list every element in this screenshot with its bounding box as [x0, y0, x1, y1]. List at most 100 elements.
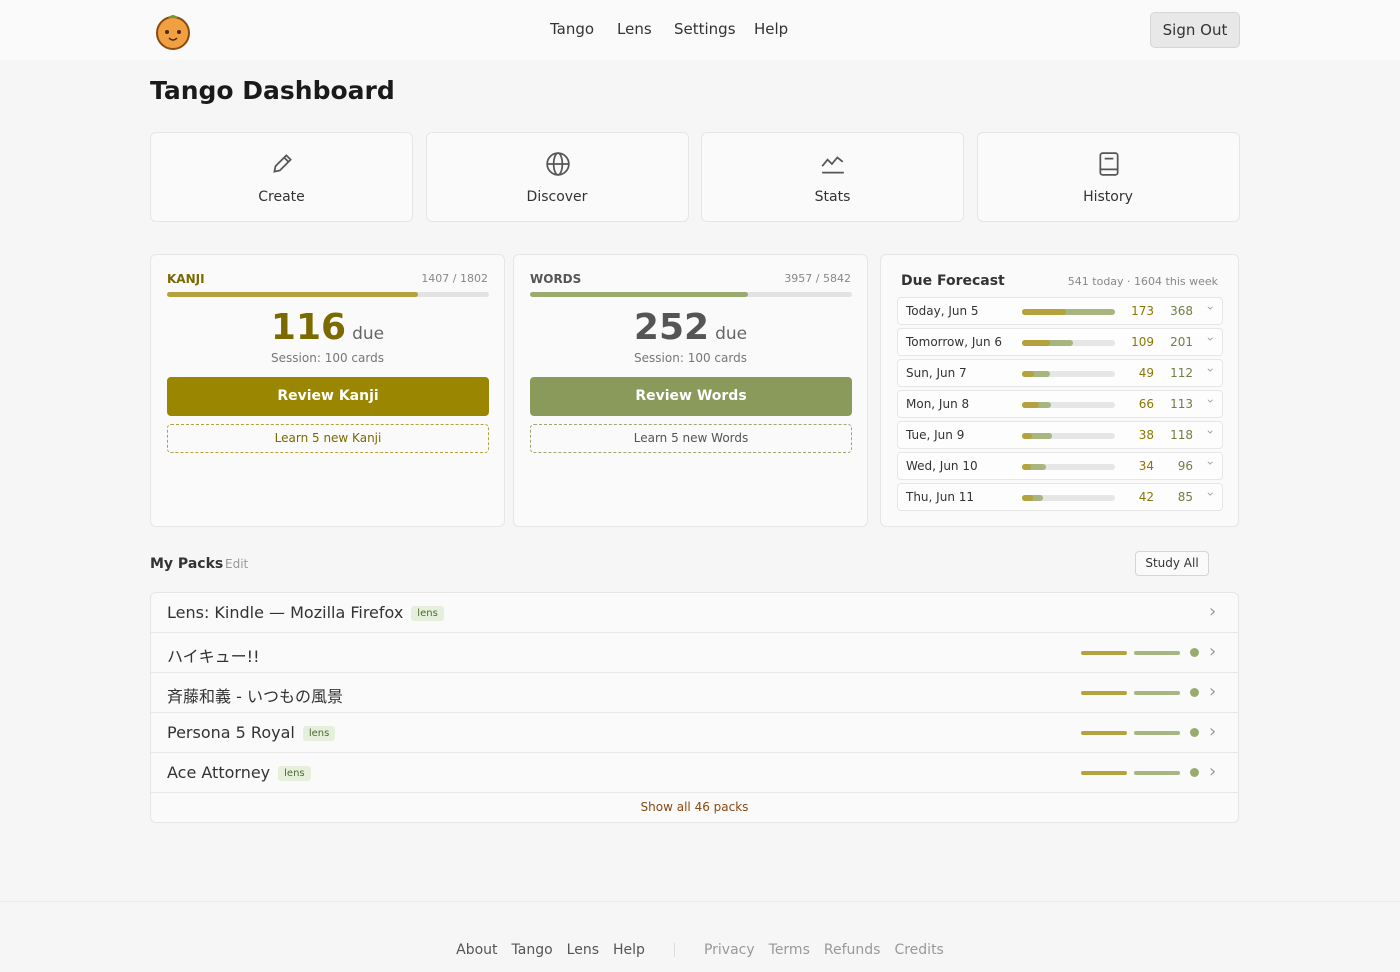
chevron: › — [1203, 460, 1218, 466]
forecast-row[interactable]: Thu, Jun 11 42 85 › — [897, 483, 1223, 511]
forecast-row[interactable]: Sun, Jun 7 49 112 › — [897, 359, 1223, 387]
packs-title: My Packs — [150, 556, 224, 572]
pack-name: Ace Attorney — [167, 763, 271, 782]
chevron: › — [1209, 761, 1217, 782]
footer-legal[interactable]: Refunds — [823, 942, 881, 958]
action-icon — [545, 152, 570, 176]
forecast-track — [1022, 433, 1115, 439]
pack-name: Lens: Kindle — Mozilla Firefox — [167, 603, 404, 622]
review-button[interactable]: Review Words — [530, 377, 852, 416]
nav-link[interactable]: Settings — [674, 20, 736, 38]
forecast-total: 112 — [1170, 366, 1193, 380]
forecast-title: Due Forecast — [901, 273, 1005, 289]
sign-out-button[interactable]: Sign Out — [1150, 12, 1240, 48]
due-label: due — [352, 324, 385, 344]
pack-row[interactable]: Ace Attorney lens › — [151, 753, 1238, 793]
session-size: Session: 100 cards — [634, 351, 747, 365]
pack-name: ハイキュー!! — [167, 647, 260, 666]
chevron: › — [1209, 721, 1217, 742]
pack-bar — [1134, 651, 1180, 655]
pack-name-wrap: 斉藤和義 - いつもの風景 — [167, 683, 343, 707]
forecast-row[interactable]: Today, Jun 5 173 368 › — [897, 297, 1223, 325]
forecast-total: 118 — [1170, 428, 1193, 442]
chevron: › — [1209, 601, 1217, 622]
footer-legal[interactable]: Privacy — [703, 942, 755, 958]
pack-dot — [1190, 688, 1199, 697]
forecast-due: 34 — [1138, 459, 1154, 473]
forecast-day: Tomorrow, Jun 6 — [906, 335, 1003, 349]
footer-legal[interactable]: Credits — [894, 942, 944, 958]
action-card[interactable]: History — [976, 132, 1240, 222]
study-all-button[interactable]: Study All — [1135, 551, 1209, 576]
deck-progress: 1407 / 1802 — [421, 272, 488, 285]
pack-row[interactable]: Lens: Kindle — Mozilla Firefox lens › — [151, 593, 1238, 633]
forecast-row[interactable]: Tomorrow, Jun 6 109 201 › — [897, 328, 1223, 356]
forecast-row[interactable]: Mon, Jun 8 66 113 › — [897, 390, 1223, 418]
learn-button[interactable]: Learn 5 new Words — [530, 424, 852, 453]
pack-bar — [1134, 771, 1180, 775]
review-button[interactable]: Review Kanji — [167, 377, 489, 416]
due-count: 252 — [633, 307, 710, 348]
forecast-row[interactable]: Tue, Jun 9 38 118 › — [897, 421, 1223, 449]
footer-link[interactable]: Help — [613, 942, 645, 958]
chevron: › — [1203, 398, 1218, 404]
logo[interactable] — [154, 10, 194, 50]
footer-link[interactable]: About — [456, 942, 498, 958]
action-label: Discover — [526, 189, 588, 205]
pack-tag: lens — [278, 766, 311, 781]
pack-name-wrap: Persona 5 Royal lens — [167, 723, 336, 742]
chevron: › — [1203, 429, 1218, 435]
forecast-total-bar — [1022, 309, 1115, 315]
pack-bar — [1081, 731, 1127, 735]
forecast-due-bar — [1022, 340, 1050, 346]
forecast-total-bar — [1022, 495, 1044, 501]
pack-tag: lens — [302, 726, 336, 741]
forecast-due-bar — [1022, 495, 1033, 501]
learn-button[interactable]: Learn 5 new Kanji — [167, 424, 489, 453]
forecast-day: Wed, Jun 10 — [906, 459, 978, 473]
progress-fill — [167, 292, 419, 297]
action-card[interactable]: Discover — [425, 132, 689, 222]
footer-link[interactable]: Tango — [511, 942, 553, 958]
nav-link[interactable]: Lens — [617, 20, 652, 38]
forecast-total: 113 — [1170, 397, 1193, 411]
forecast-total: 85 — [1177, 490, 1193, 504]
forecast-due: 38 — [1138, 428, 1154, 442]
action-label: Stats — [814, 189, 851, 205]
forecast-due-bar — [1022, 433, 1032, 439]
progress-fill — [530, 292, 749, 297]
action-card[interactable]: Stats — [701, 132, 964, 222]
forecast-track — [1022, 371, 1115, 377]
chevron: › — [1203, 367, 1218, 373]
pack-row[interactable]: Persona 5 Royal lens › — [151, 713, 1238, 753]
action-label: History — [1083, 189, 1133, 205]
pack-name-wrap: Ace Attorney lens — [167, 763, 311, 782]
forecast-row[interactable]: Wed, Jun 10 34 96 › — [897, 452, 1223, 480]
due-label: due — [715, 324, 748, 344]
pack-bar — [1081, 691, 1127, 695]
footer-link[interactable]: Lens — [566, 942, 600, 958]
show-all-link[interactable]: Show all 46 packs — [640, 800, 749, 814]
action-card[interactable]: Create — [150, 132, 413, 222]
footer-links: About Tango Lens Help Privacy Terms Refunds Cre… — [0, 942, 1400, 958]
forecast-due: 49 — [1138, 366, 1154, 380]
forecast-due: 109 — [1131, 335, 1154, 349]
due-row: 252 due — [514, 307, 867, 348]
forecast-day: Thu, Jun 11 — [906, 490, 975, 504]
deck-label: WORDS — [530, 272, 582, 286]
due-count: 116 — [270, 307, 347, 348]
footer-legal[interactable]: Terms — [768, 942, 810, 958]
pack-tag: lens — [411, 606, 444, 621]
pack-row[interactable]: 斉藤和義 - いつもの風景 › — [151, 673, 1238, 713]
pack-dot — [1190, 768, 1199, 777]
deck-card: KANJI 1407 / 1802 116 due Session: 100 cards… — [150, 254, 505, 527]
forecast-total: 96 — [1177, 459, 1193, 473]
deck-card: WORDS 3957 / 5842 252 due Session: 100 cards… — [513, 254, 868, 527]
packs-edit[interactable]: Edit — [225, 557, 249, 571]
pack-row[interactable]: ハイキュー!! › — [151, 633, 1238, 673]
nav-link[interactable]: Help — [754, 20, 789, 38]
pack-bar — [1134, 691, 1180, 695]
nav-link[interactable]: Tango — [550, 20, 595, 38]
chevron: › — [1209, 641, 1217, 662]
forecast-day: Mon, Jun 8 — [906, 397, 970, 411]
